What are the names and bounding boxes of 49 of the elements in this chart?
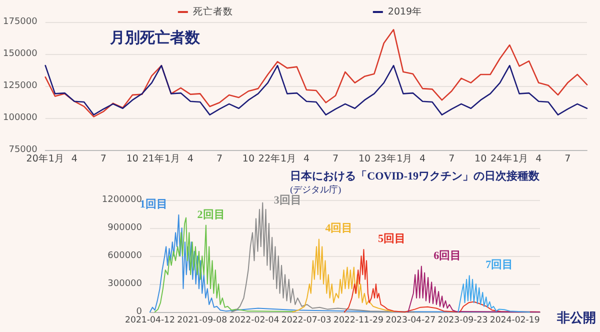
- x-tick-label: 7: [332, 154, 339, 164]
- series-label: 2回目: [197, 209, 225, 222]
- y-tick-label: 150000: [2, 49, 38, 59]
- text: 月別死亡者数: [109, 28, 201, 46]
- chart-subtitle: (デジタル庁): [290, 184, 342, 194]
- legend-label: 2019年: [388, 6, 422, 18]
- x-tick-label: 7: [564, 154, 571, 164]
- x-tick-label: 22年1月: [258, 152, 297, 164]
- x-tick-label: 21年1月: [142, 152, 180, 164]
- y-tick-label: 1200000: [102, 195, 142, 205]
- x-tick-label: 2021-04-12: [125, 316, 175, 326]
- series-label: 7回目: [486, 259, 514, 272]
- y-tick-label: 600000: [108, 251, 142, 261]
- series-label: 6回目: [434, 250, 462, 262]
- y-tick-label: 100000: [2, 113, 38, 123]
- x-tick-label: 4: [303, 154, 310, 164]
- x-tick-label: 2024-02-19: [490, 316, 540, 326]
- x-tick-label: 7: [100, 154, 106, 164]
- x-tick-label: 4: [71, 154, 78, 164]
- x-tick-label: 10: [358, 154, 371, 164]
- y-tick-label: 125000: [2, 81, 38, 91]
- legend-label: 死亡者数: [192, 6, 233, 18]
- series-label: 4回目: [325, 222, 353, 235]
- x-tick-label: 4: [187, 154, 194, 164]
- y-tick-label: 75000: [8, 145, 38, 155]
- x-tick-label: 10: [474, 154, 487, 164]
- x-tick-label: 24年1月: [490, 152, 529, 164]
- x-tick-label: 7: [216, 154, 222, 164]
- x-tick-label: 2022-02-04: [229, 316, 280, 326]
- y-tick-label: 175000: [2, 17, 38, 27]
- x-tick-label: 2022-11-29: [333, 316, 384, 326]
- series-label: 3回目: [274, 194, 302, 206]
- x-tick-label: 10: [126, 154, 138, 164]
- series-label: 5回目: [378, 232, 406, 245]
- x-tick-label: 7: [448, 154, 455, 164]
- x-tick-label: 20年1月: [26, 152, 64, 164]
- x-tick-label: 2023-04-27: [386, 316, 436, 326]
- x-tick-label: 4: [536, 154, 542, 164]
- x-tick-label: 2021-09-08: [177, 316, 228, 326]
- text: 非公開: [556, 310, 596, 325]
- x-tick-label: 23年1月: [374, 152, 413, 164]
- x-tick-label: 2023-09-23: [438, 316, 488, 326]
- y-tick-label: 900000: [108, 223, 142, 233]
- chart-title: 日本における「COVID-19ワクチン」の日次接種数: [290, 170, 541, 182]
- x-tick-label: 10: [242, 154, 255, 164]
- x-tick-label: 4: [420, 154, 426, 164]
- y-tick-label: 0: [136, 307, 142, 317]
- x-tick-label: 2022-07-03: [281, 316, 332, 326]
- y-tick-label: 300000: [108, 279, 142, 289]
